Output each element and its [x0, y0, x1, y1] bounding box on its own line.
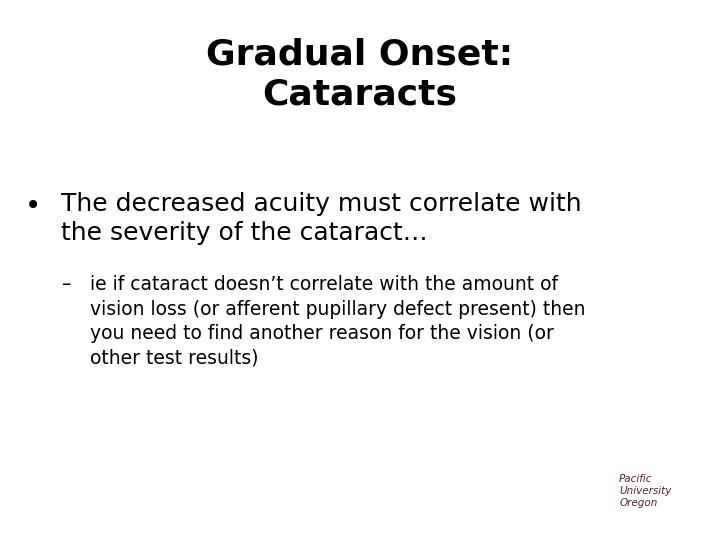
Text: •: •	[25, 192, 42, 220]
Text: Gradual Onset:
Cataracts: Gradual Onset: Cataracts	[207, 38, 513, 111]
Text: –: –	[61, 275, 71, 294]
Text: The decreased acuity must correlate with
the severity of the cataract…: The decreased acuity must correlate with…	[61, 192, 582, 245]
Text: ie if cataract doesn’t correlate with the amount of
vision loss (or afferent pup: ie if cataract doesn’t correlate with th…	[90, 275, 585, 367]
Text: Pacific
University
Oregon: Pacific University Oregon	[619, 475, 672, 508]
